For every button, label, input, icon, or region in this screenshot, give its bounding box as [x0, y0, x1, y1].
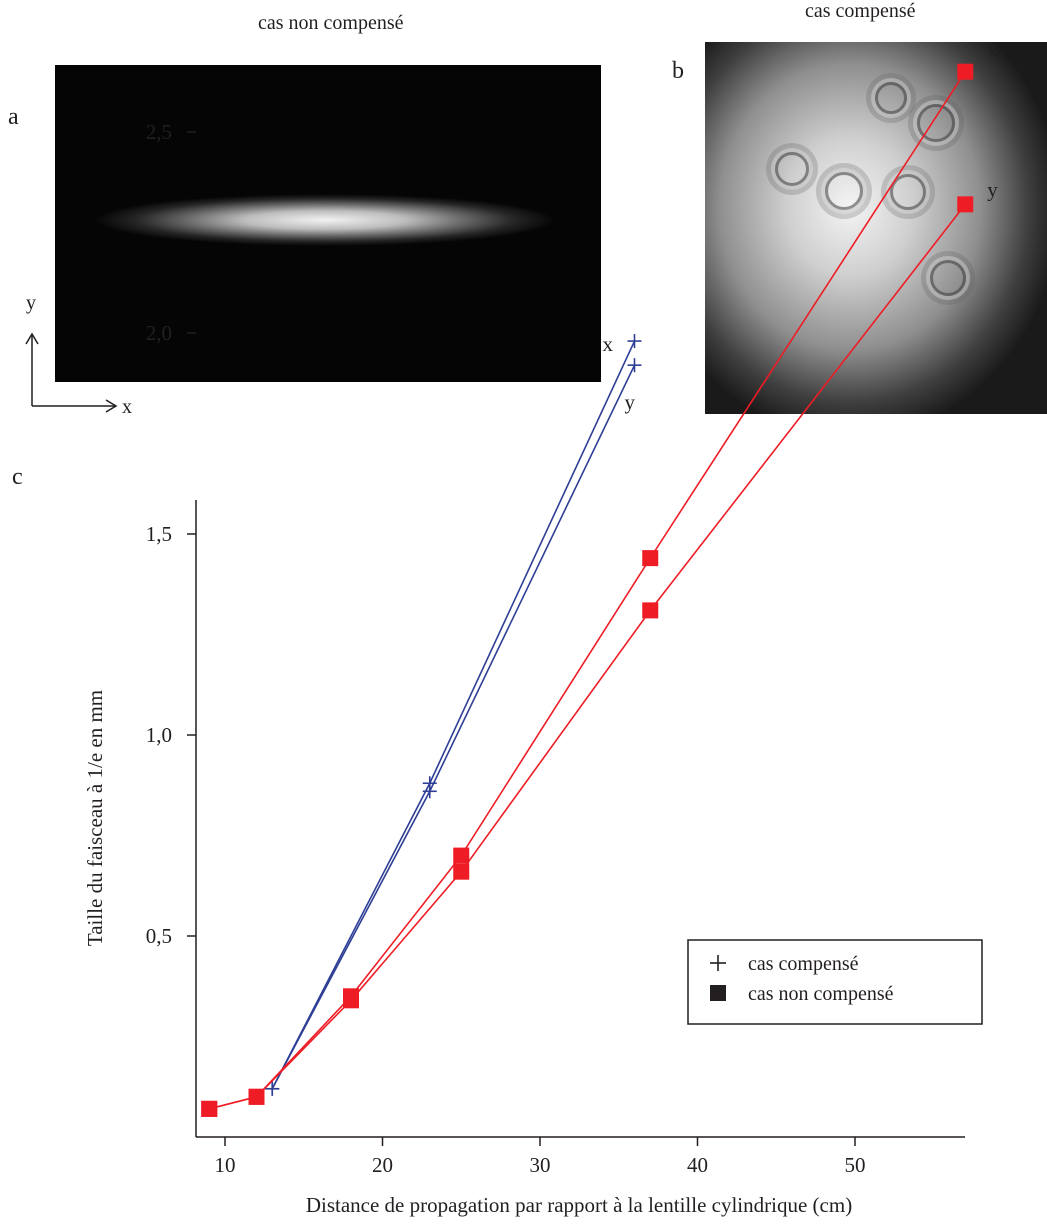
x-tick-label: 10: [215, 1153, 236, 1177]
chart-series: [201, 63, 974, 1117]
y-tick-label: 1,0: [146, 723, 172, 747]
chart-axes: [195, 500, 965, 1138]
uncompensated-beam-image: [55, 65, 601, 382]
y-tick-label: 2,0: [146, 321, 172, 345]
panel-b-caption: cas compensé: [805, 0, 916, 22]
x-tick-label: 20: [372, 1153, 393, 1177]
interference-ring: [917, 104, 955, 142]
legend-entry-compensated: cas compensé: [748, 953, 859, 975]
data-point: [627, 334, 642, 349]
series-end-label: x: [987, 38, 998, 62]
series-end-label: x: [603, 332, 614, 356]
y-tick-label: 1,5: [146, 522, 172, 546]
panel-a-letter: a: [8, 104, 19, 130]
x-tick-label: 50: [845, 1153, 866, 1177]
data-point: [627, 358, 642, 373]
data-point: [957, 63, 974, 80]
legend-entry-uncompensated: cas non compensé: [748, 983, 894, 1005]
chart-series-labels: x y x y: [603, 38, 999, 414]
data-point: [201, 1100, 218, 1117]
axis-y-label: y: [26, 292, 36, 314]
interference-ring: [890, 174, 926, 210]
series-line-compensated-y: [271, 364, 636, 1090]
series-end-label: y: [987, 177, 998, 201]
data-point: [642, 550, 659, 567]
data-point: [265, 1081, 280, 1096]
compensated-beam-image: [705, 42, 1047, 414]
data-point: [343, 992, 359, 1009]
data-point: [248, 1088, 265, 1105]
y-axis-title: Taille du faisceau à 1/e en mm: [83, 690, 107, 946]
data-point: [453, 847, 470, 864]
data-point: [422, 784, 437, 799]
interference-ring: [825, 172, 863, 210]
chart-legend: cas compensé cas non compensé: [687, 939, 983, 1025]
legend-box: [687, 939, 983, 1025]
axis-x-label: x: [122, 396, 132, 418]
panel-c-letter: c: [12, 464, 23, 490]
x-tick-label: 40: [687, 1153, 708, 1177]
x-axis-title: Distance de propagation par rapport à la…: [306, 1193, 852, 1217]
interference-ring: [930, 260, 966, 296]
data-point: [642, 602, 659, 619]
x-tick-label: 30: [530, 1153, 551, 1177]
panel-a-caption: cas non compensé: [258, 12, 404, 34]
panel-b-letter: b: [672, 58, 684, 84]
series-end-label: y: [625, 390, 636, 414]
interference-ring: [775, 152, 809, 186]
y-tick-label: 0,5: [146, 924, 172, 948]
y-tick-label: 2,5: [146, 120, 172, 144]
legend-square-marker: [710, 985, 726, 1001]
interference-ring: [875, 82, 907, 114]
data-point: [957, 196, 974, 213]
series-line-compensated-x: [271, 340, 636, 1090]
data-point: [453, 863, 470, 880]
